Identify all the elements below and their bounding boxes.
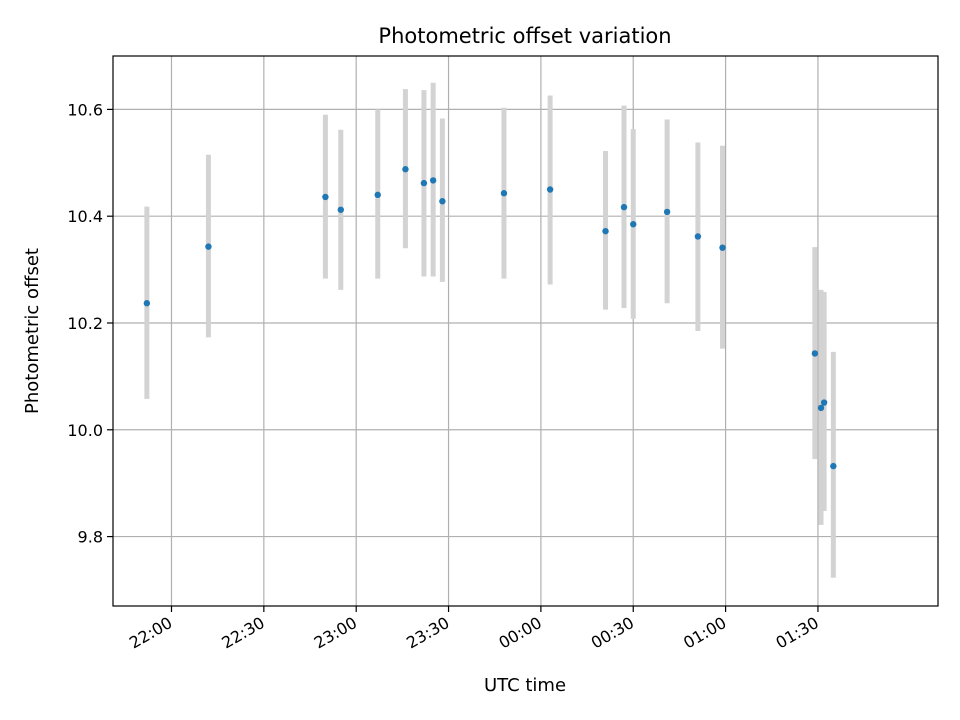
y-tick-label: 10.0 (67, 421, 103, 440)
data-point (811, 350, 819, 357)
y-tick-label: 10.4 (67, 207, 103, 226)
data-point (374, 191, 381, 199)
data-point (820, 399, 828, 406)
data-point (500, 190, 508, 197)
data-point (620, 203, 628, 211)
data-point (694, 233, 702, 240)
grid (113, 56, 938, 606)
plot-frame (112, 55, 939, 607)
data-point (143, 300, 151, 307)
data-point (719, 244, 726, 251)
data-point (830, 462, 837, 470)
data-point (337, 206, 344, 213)
y-tick-label: 10.6 (67, 100, 103, 119)
y-tick-label: 9.8 (78, 528, 103, 547)
data-point (439, 198, 446, 205)
data-point (546, 186, 554, 193)
y-axis-label: Photometric offset (22, 248, 43, 414)
data-point (205, 243, 212, 250)
data-points (143, 166, 837, 470)
data-point (630, 221, 637, 228)
y-tick-label: 10.2 (67, 314, 103, 333)
data-point (817, 404, 825, 412)
chart-title: Photometric offset variation (378, 24, 671, 48)
data-point (402, 166, 409, 173)
y-axis: 9.8 10.0 10.2 10.4 10.6 (67, 100, 113, 547)
data-point (429, 177, 437, 184)
data-point (663, 208, 671, 216)
data-point (602, 227, 609, 235)
data-point (322, 193, 329, 201)
x-axis-label: UTC time (484, 675, 566, 696)
data-point (420, 179, 428, 187)
